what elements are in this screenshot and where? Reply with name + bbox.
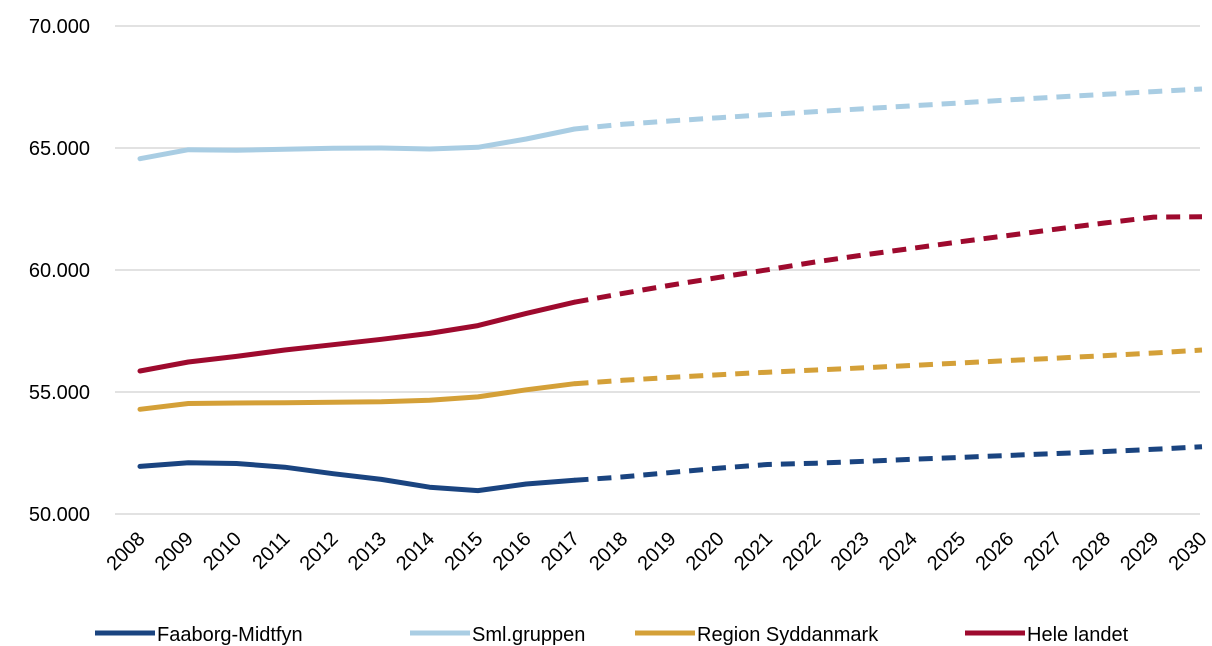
legend-item: Region Syddanmark <box>635 624 879 646</box>
x-tick-label: 2024 <box>875 528 922 575</box>
y-tick-label: 65.000 <box>29 138 90 160</box>
x-tick-label: 2010 <box>199 528 246 575</box>
x-tick-label: 2025 <box>923 528 970 575</box>
series-line-projection <box>574 86 1203 132</box>
series-faaborg-midtfyn <box>137 444 1203 494</box>
x-tick-label: 2016 <box>489 528 536 575</box>
legend-item: Hele landet <box>965 624 1129 646</box>
y-axis-tick-labels: 50.000 55.000 60.000 65.000 70.000 <box>29 16 90 526</box>
y-tick-label: 70.000 <box>29 16 90 38</box>
x-tick-label: 2009 <box>151 528 198 575</box>
series-line-actual <box>137 299 577 374</box>
series-sml-gruppen <box>137 86 1203 162</box>
series-hele-landet <box>137 214 1203 374</box>
x-tick-label: 2019 <box>634 528 681 575</box>
x-tick-label: 2030 <box>1165 528 1212 575</box>
series-line-projection <box>574 347 1203 387</box>
legend-label: Sml.gruppen <box>472 624 585 646</box>
x-tick-label: 2018 <box>585 528 632 575</box>
x-tick-label: 2011 <box>248 528 294 574</box>
y-tick-label: 60.000 <box>29 260 90 282</box>
series-line-actual <box>137 126 577 162</box>
x-tick-label: 2014 <box>392 528 439 575</box>
x-tick-label: 2012 <box>296 528 343 575</box>
legend-item: Sml.gruppen <box>410 624 585 646</box>
series-line-projection <box>574 444 1203 483</box>
series-line-actual <box>137 460 577 494</box>
x-tick-label: 2023 <box>827 528 874 575</box>
y-tick-label: 55.000 <box>29 382 90 404</box>
x-tick-label: 2017 <box>537 528 584 575</box>
legend-label: Faaborg-Midtfyn <box>157 624 303 646</box>
series-region-syddanmark <box>137 347 1203 412</box>
y-tick-label: 50.000 <box>29 504 90 526</box>
series-line-projection <box>574 214 1203 305</box>
x-tick-label: 2028 <box>1068 528 1115 575</box>
series-lines <box>137 86 1203 494</box>
x-tick-label: 2020 <box>682 528 729 575</box>
legend-item: Faaborg-Midtfyn <box>95 624 303 646</box>
x-tick-label: 2015 <box>440 528 487 575</box>
x-tick-label: 2026 <box>971 528 1018 575</box>
legend: Faaborg-Midtfyn Sml.gruppen Region Syddanm… <box>95 624 1129 646</box>
x-tick-label: 2027 <box>1020 528 1067 575</box>
x-axis-tick-labels: 2008 2009 2010 2011 2012 2013 2014 2015 2016 2017… <box>103 528 1212 575</box>
legend-label: Region Syddanmark <box>697 624 879 646</box>
series-line-actual <box>137 381 577 412</box>
x-tick-label: 2021 <box>730 528 777 575</box>
x-tick-label: 2008 <box>103 528 150 575</box>
x-tick-label: 2022 <box>778 528 825 575</box>
x-tick-label: 2013 <box>344 528 391 575</box>
legend-label: Hele landet <box>1027 624 1129 646</box>
x-tick-label: 2029 <box>1116 528 1163 575</box>
